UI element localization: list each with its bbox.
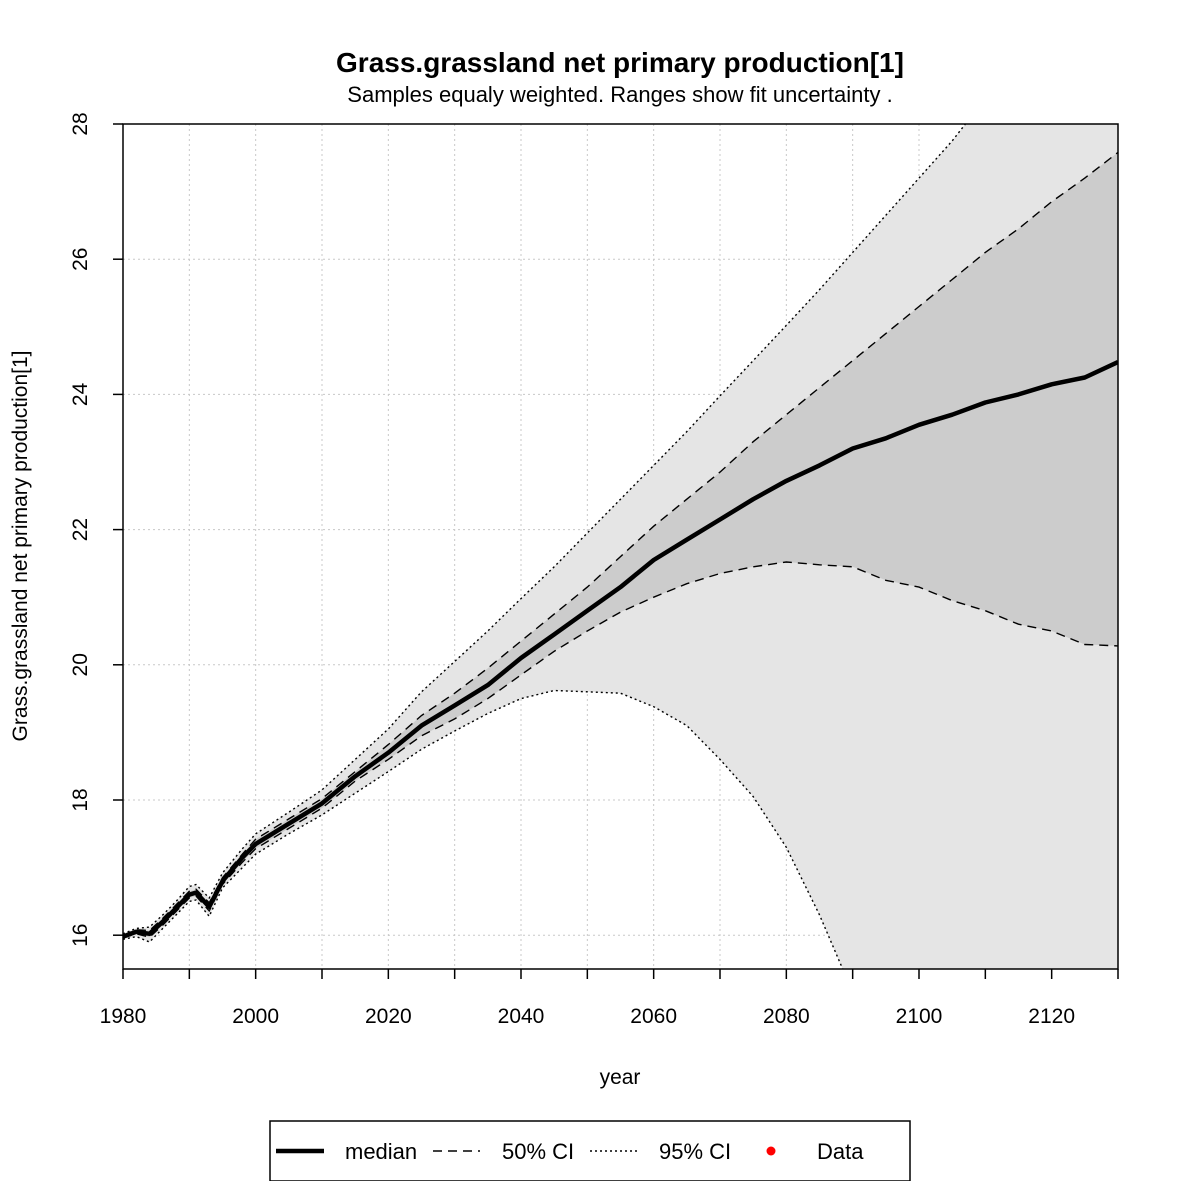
ci50-upper-line bbox=[123, 151, 1118, 936]
x-tick-label: 2080 bbox=[763, 1005, 810, 1028]
x-tick-label: 2020 bbox=[365, 1005, 412, 1028]
y-tick-label: 18 bbox=[69, 788, 92, 811]
ci95-upper-line bbox=[123, 124, 966, 935]
y-tick-label: 28 bbox=[69, 112, 92, 135]
y-tick-label: 20 bbox=[69, 653, 92, 676]
legend-data-label: Data bbox=[817, 1139, 864, 1164]
ci50-lower-line bbox=[123, 561, 1118, 939]
x-tick-label: 2120 bbox=[1028, 1005, 1075, 1028]
x-tick-label: 2060 bbox=[630, 1005, 677, 1028]
legend-median-label: median bbox=[345, 1139, 417, 1164]
x-axis-label: year bbox=[600, 1066, 641, 1089]
median-line bbox=[123, 359, 1118, 939]
x-tick-label: 2100 bbox=[896, 1005, 943, 1028]
chart-title: Grass.grassland net primary production[1… bbox=[336, 47, 904, 78]
legend: median 50% CI 95% CI Data bbox=[269, 1120, 911, 1181]
x-tick-label: 2000 bbox=[232, 1005, 279, 1028]
legend-ci50-label: 50% CI bbox=[502, 1139, 574, 1164]
legend-data-swatch bbox=[766, 1146, 776, 1156]
x-tick-label: 2040 bbox=[498, 1005, 545, 1028]
y-tick-label: 22 bbox=[69, 518, 92, 541]
y-tick-label: 24 bbox=[69, 382, 92, 406]
ci-bands bbox=[123, 124, 1118, 969]
x-tick-label: 1980 bbox=[100, 1005, 147, 1028]
y-tick-label: 26 bbox=[69, 248, 92, 271]
y-axis: 16 18 20 22 24 26 28 bbox=[69, 112, 123, 947]
ci50-band bbox=[123, 152, 1118, 938]
y-axis-label: Grass.grassland net primary production[1… bbox=[9, 350, 32, 741]
chart-subtitle: Samples equaly weighted. Ranges show fit… bbox=[347, 82, 892, 107]
series-lines bbox=[123, 124, 1118, 969]
legend-ci95-label: 95% CI bbox=[659, 1139, 731, 1164]
y-tick-label: 16 bbox=[69, 924, 92, 947]
x-axis: 1980 2000 2020 2040 2060 2080 2100 2120 bbox=[100, 969, 1119, 1028]
plot-frame bbox=[122, 123, 1119, 970]
